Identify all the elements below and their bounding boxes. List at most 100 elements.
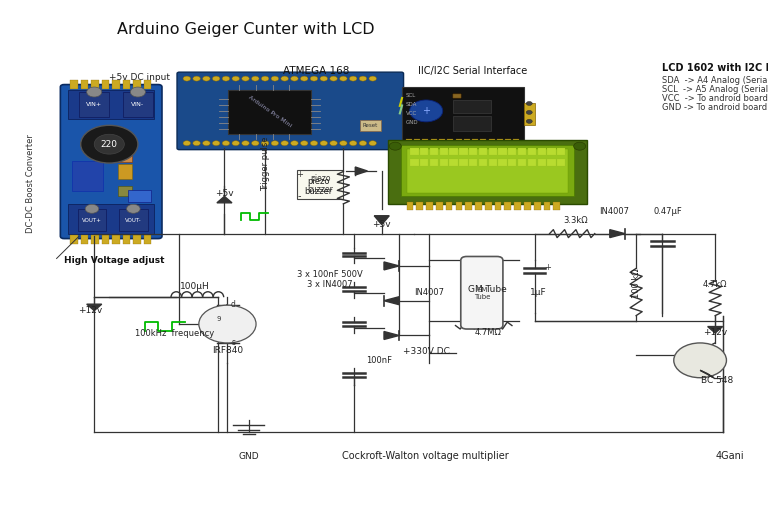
- Text: GND -> To android board GND: GND -> To android board GND: [663, 103, 768, 112]
- Circle shape: [574, 142, 586, 150]
- Text: Arduino Geiger Cunter with LCD: Arduino Geiger Cunter with LCD: [117, 22, 375, 38]
- Circle shape: [339, 76, 347, 81]
- Circle shape: [203, 76, 210, 81]
- Bar: [459, 148, 468, 155]
- Bar: [453, 94, 461, 98]
- Circle shape: [359, 141, 366, 146]
- Bar: [431, 139, 437, 148]
- Circle shape: [339, 141, 347, 146]
- Text: +: +: [545, 263, 551, 272]
- Circle shape: [271, 76, 279, 81]
- Text: GM Tube: GM Tube: [468, 285, 507, 294]
- Bar: [505, 139, 511, 148]
- Bar: [515, 202, 521, 210]
- Bar: [455, 139, 462, 148]
- Text: IN4007: IN4007: [414, 288, 444, 297]
- Bar: [70, 235, 78, 243]
- Circle shape: [199, 305, 256, 343]
- Bar: [553, 202, 560, 210]
- Bar: [447, 139, 453, 148]
- Text: +12v: +12v: [78, 306, 103, 315]
- Circle shape: [359, 76, 366, 81]
- Bar: [406, 149, 568, 193]
- Circle shape: [281, 76, 289, 81]
- Bar: [388, 140, 588, 204]
- Bar: [439, 139, 445, 148]
- Text: SDA: SDA: [406, 102, 417, 107]
- Circle shape: [369, 141, 376, 146]
- Polygon shape: [87, 304, 101, 311]
- Circle shape: [203, 141, 210, 146]
- Bar: [406, 202, 413, 210]
- Text: Trigger pulse: Trigger pulse: [260, 137, 270, 191]
- Bar: [91, 80, 99, 89]
- Text: GM
Tube: GM Tube: [474, 287, 490, 300]
- Circle shape: [94, 134, 124, 154]
- Bar: [488, 139, 495, 148]
- Text: ATMEGA 168: ATMEGA 168: [283, 65, 349, 76]
- Bar: [410, 159, 419, 166]
- Bar: [548, 159, 555, 166]
- Bar: [118, 153, 132, 162]
- Polygon shape: [610, 230, 625, 238]
- Bar: [480, 139, 486, 148]
- Circle shape: [131, 87, 145, 97]
- Text: GND: GND: [238, 452, 259, 461]
- Bar: [557, 148, 565, 155]
- Text: BC 548: BC 548: [700, 376, 733, 385]
- Bar: [488, 148, 497, 155]
- Bar: [455, 202, 462, 210]
- Bar: [459, 159, 468, 166]
- Bar: [440, 159, 448, 166]
- Circle shape: [300, 141, 308, 146]
- Bar: [465, 202, 472, 210]
- Circle shape: [232, 141, 240, 146]
- Bar: [453, 94, 461, 98]
- Circle shape: [271, 141, 279, 146]
- Bar: [495, 202, 502, 210]
- Circle shape: [329, 76, 337, 81]
- Bar: [478, 148, 487, 155]
- Bar: [81, 235, 88, 243]
- Bar: [410, 148, 419, 155]
- Bar: [68, 204, 154, 234]
- Circle shape: [183, 76, 190, 81]
- Bar: [440, 148, 448, 155]
- Text: VOUT+: VOUT+: [82, 218, 102, 223]
- Text: High Voltage adjust: High Voltage adjust: [64, 257, 164, 266]
- Text: 4Gani: 4Gani: [716, 451, 744, 461]
- Text: 100kHz  frequency: 100kHz frequency: [135, 330, 214, 339]
- Text: VIN+: VIN+: [86, 102, 102, 107]
- Text: +12v: +12v: [703, 329, 727, 338]
- Bar: [81, 80, 88, 89]
- Bar: [123, 80, 131, 89]
- Bar: [453, 94, 461, 98]
- Text: 4.7MΩ: 4.7MΩ: [475, 328, 502, 337]
- Circle shape: [242, 76, 250, 81]
- Polygon shape: [217, 196, 232, 203]
- Circle shape: [81, 125, 138, 163]
- Text: +5v DC input: +5v DC input: [109, 73, 170, 82]
- Polygon shape: [700, 370, 713, 378]
- Circle shape: [222, 141, 230, 146]
- Text: +: +: [296, 169, 303, 178]
- Bar: [101, 235, 109, 243]
- FancyBboxPatch shape: [461, 257, 503, 329]
- Text: 220: 220: [101, 140, 118, 149]
- Text: 1μF: 1μF: [530, 288, 547, 297]
- Polygon shape: [707, 327, 723, 333]
- Bar: [436, 202, 442, 210]
- Circle shape: [409, 100, 442, 122]
- Circle shape: [85, 204, 99, 213]
- Text: +330V DC: +330V DC: [402, 347, 449, 356]
- Circle shape: [320, 141, 327, 146]
- Bar: [406, 139, 412, 148]
- Circle shape: [526, 111, 532, 115]
- Bar: [524, 202, 531, 210]
- Circle shape: [252, 76, 259, 81]
- Bar: [123, 92, 153, 117]
- Circle shape: [232, 76, 240, 81]
- Text: Arduino Pro Mini: Arduino Pro Mini: [247, 95, 292, 129]
- Bar: [464, 139, 470, 148]
- Bar: [101, 80, 109, 89]
